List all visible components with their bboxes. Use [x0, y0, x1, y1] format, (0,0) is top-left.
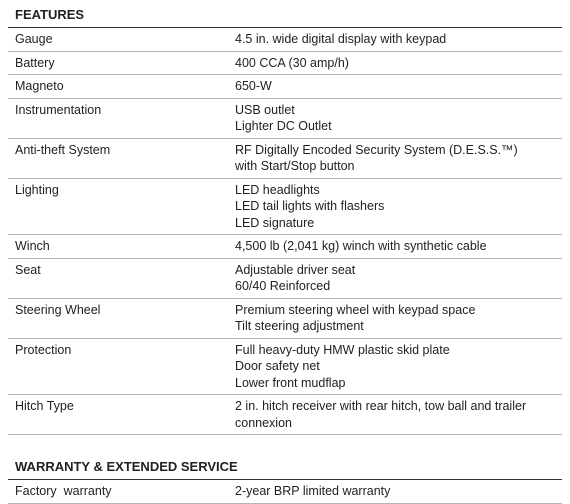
- value-line: Lighter DC Outlet: [235, 119, 332, 133]
- section: WARRANTY & EXTENDED SERVICE Factory warra…: [8, 452, 562, 504]
- spec-value: LED headlights LED tail lights with flash…: [235, 182, 562, 232]
- spec-label: Magneto: [15, 79, 64, 93]
- value-line: Door safety net: [235, 359, 320, 373]
- spec-value: 2-year BRP limited warranty: [235, 483, 562, 500]
- spec-value: 4,500 lb (2,041 kg) winch with synthetic…: [235, 238, 562, 255]
- spec-label: Factory warranty: [15, 484, 112, 498]
- spec-value: 650-W: [235, 78, 562, 95]
- value-line: Lower front mudflap: [235, 375, 346, 390]
- value-line: 650-W: [235, 79, 272, 93]
- spec-row: Lighting LED headlights LED tail lights wi…: [8, 179, 562, 235]
- value-line: 60/40 Reinforced: [235, 279, 331, 293]
- spec-row: Winch 4,500 lb (2,041 kg) winch with synt…: [8, 235, 562, 259]
- spec-row: Magneto 650-W: [8, 75, 562, 99]
- value-line: 400 CCA (30 amp/h): [235, 55, 349, 70]
- spec-value: RF Digitally Encoded Security System (D.…: [235, 142, 562, 175]
- spec-row: Steering Wheel Premium steering wheel wit…: [8, 299, 562, 339]
- section: FEATURES Gauge 4.5 in. wide digital displa…: [8, 0, 562, 435]
- value-line: 2-year BRP limited warranty: [235, 484, 391, 498]
- spec-value: 400 CCA (30 amp/h): [235, 55, 562, 72]
- spec-document: FEATURES Gauge 4.5 in. wide digital displa…: [8, 0, 562, 504]
- spec-label: Winch: [15, 239, 50, 253]
- section-title: WARRANTY & EXTENDED SERVICE: [8, 452, 562, 480]
- spec-value: Adjustable driver seat 60/40 Reinforced: [235, 262, 562, 295]
- spec-label: Seat: [15, 262, 41, 277]
- spec-label: Gauge: [15, 32, 53, 46]
- value-line: with Start/Stop button: [235, 159, 355, 173]
- value-line: connexion: [235, 415, 292, 430]
- spec-value: 4.5 in. wide digital display with keypad: [235, 31, 562, 48]
- spec-value: Full heavy-duty HMW plastic skid plate Do…: [235, 342, 562, 392]
- spec-label: Hitch Type: [15, 399, 74, 413]
- spec-row: Seat Adjustable driver seat 60/40 Reinforc…: [8, 259, 562, 299]
- spec-row: Gauge 4.5 in. wide digital display with k…: [8, 28, 562, 52]
- spec-label: Instrumentation: [15, 102, 102, 117]
- value-line: LED headlights: [235, 182, 320, 197]
- value-line: 4,500 lb (2,041 kg) winch with synthetic…: [235, 239, 487, 253]
- spec-row: Protection Full heavy-duty HMW plastic sk…: [8, 339, 562, 395]
- spec-label: Steering Wheel: [15, 302, 101, 317]
- value-line: 4.5 in. wide digital display with keypad: [235, 32, 447, 46]
- spec-row: Battery 400 CCA (30 amp/h): [8, 52, 562, 75]
- spec-label: Protection: [15, 342, 72, 357]
- value-line: 2 in. hitch receiver with rear hitch, to…: [235, 399, 527, 413]
- spec-value: 2 in. hitch receiver with rear hitch, to…: [235, 398, 562, 431]
- spec-value: Premium steering wheel with keypad space…: [235, 302, 562, 335]
- spec-label: Battery: [15, 55, 55, 70]
- spec-row: Hitch Type 2 in. hitch receiver with rear…: [8, 395, 562, 435]
- value-line: Adjustable driver seat: [235, 262, 356, 277]
- value-line: RF Digitally Encoded Security System (D.…: [235, 142, 518, 157]
- value-line: Tilt steering adjustment: [235, 319, 364, 333]
- spec-label: Lighting: [15, 182, 59, 197]
- spec-row: Anti-theft System RF Digitally Encoded Se…: [8, 139, 562, 179]
- spec-row: Instrumentation USB outlet Lighter DC Outl…: [8, 99, 562, 139]
- spec-value: USB outlet Lighter DC Outlet: [235, 102, 562, 135]
- value-line: LED tail lights with flashers: [235, 199, 385, 213]
- value-line: LED signature: [235, 215, 315, 230]
- spec-label: Anti-theft System: [15, 142, 111, 157]
- value-line: Premium steering wheel with keypad space: [235, 302, 476, 317]
- spec-row: Factory warranty 2-year BRP limited warra…: [8, 480, 562, 504]
- section-title: FEATURES: [8, 0, 562, 28]
- value-line: USB outlet: [235, 102, 295, 117]
- value-line: Full heavy-duty HMW plastic skid plate: [235, 342, 450, 357]
